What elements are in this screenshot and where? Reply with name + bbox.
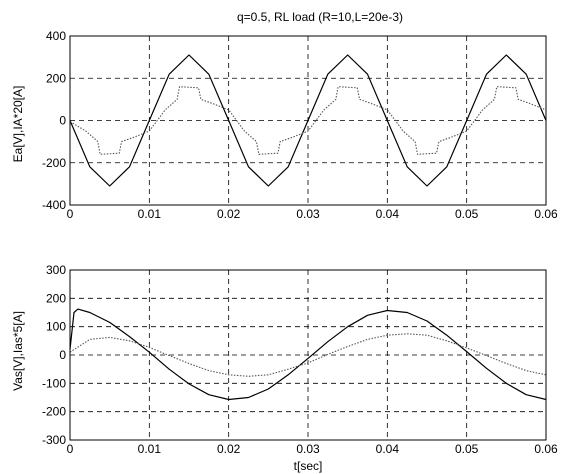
series-line-1 [69, 54, 547, 187]
series-line-2 [69, 86, 547, 155]
subplot-2-grid [70, 270, 546, 440]
y-tick-label: 200 [46, 291, 66, 305]
subplot-1-title: q=0.5, RL load (R=10,L=20e-3) [237, 10, 403, 24]
x-tick-label: 0.04 [376, 207, 400, 221]
x-tick-label: 0.01 [138, 207, 162, 221]
subplot-2-axes-box [69, 269, 547, 441]
y-tick-label: 0 [59, 114, 66, 128]
y-tick-label: -200 [42, 405, 66, 419]
x-tick-label: 0.06 [534, 207, 558, 221]
x-tick-label: 0.02 [217, 207, 241, 221]
x-tick-label: 0 [67, 207, 74, 221]
x-tick-label: 0.04 [376, 442, 400, 456]
y-tick-label: 400 [46, 29, 66, 43]
subplot-1: q=0.5, RL load (R=10,L=20e-3) Ea[V],IA*2… [11, 10, 558, 221]
subplot-1-axes-box [69, 35, 547, 206]
subplot-2-ticks: 0 0.01 0.02 0.03 0.04 0.05 0.06 300 200 100 0 -100 -… [42, 263, 558, 456]
y-tick-label: 100 [46, 320, 66, 334]
subplot-1-ylabel: Ea[V],IA*20[A] [11, 86, 25, 163]
y-tick-label: -400 [42, 198, 66, 212]
series-line-1 [69, 308, 547, 401]
x-tick-label: 0.05 [455, 207, 479, 221]
y-tick-label: 0 [59, 348, 66, 362]
series-line-2 [69, 333, 547, 377]
subplot-2-xlabel: t[sec] [294, 459, 323, 473]
subplot-1-series [69, 54, 547, 187]
subplot-2: Vas[V],Ias*5[A] 0 0.01 0.02 0.03 0.04 0.05 0.0… [11, 263, 558, 473]
x-tick-label: 0.06 [534, 442, 558, 456]
y-tick-label: -200 [42, 156, 66, 170]
subplot-1-ticks: 0 0.01 0.02 0.03 0.04 0.05 0.06 400 200 0 -200 -400 [42, 29, 558, 221]
x-tick-label: 0.05 [455, 442, 479, 456]
x-tick-label: 0.03 [296, 442, 320, 456]
subplot-2-ylabel: Vas[V],Ias*5[A] [11, 311, 25, 391]
x-tick-label: 0.02 [217, 442, 241, 456]
x-tick-label: 0.01 [138, 442, 162, 456]
y-tick-label: -100 [42, 376, 66, 390]
y-tick-label: 300 [46, 263, 66, 277]
y-tick-label: -300 [42, 433, 66, 447]
x-tick-label: 0.03 [296, 207, 320, 221]
y-tick-label: 200 [46, 71, 66, 85]
x-tick-label: 0 [67, 442, 74, 456]
subplot-2-series [69, 308, 547, 401]
